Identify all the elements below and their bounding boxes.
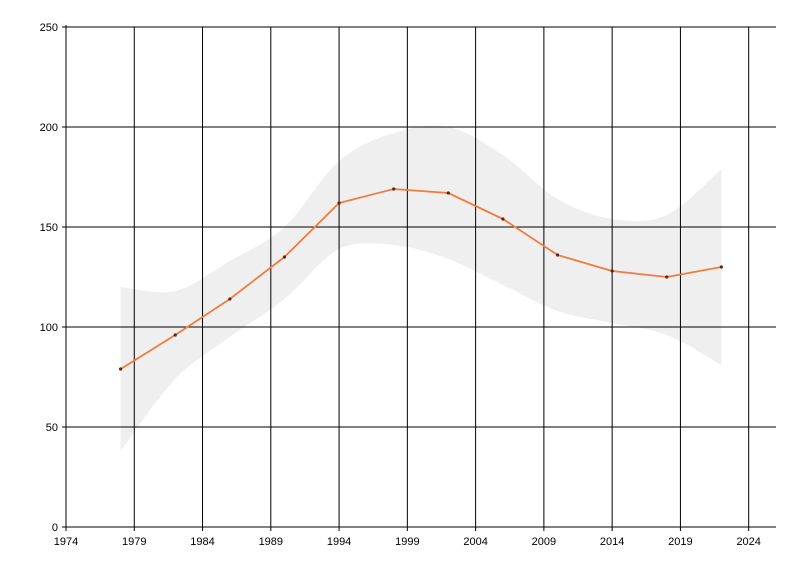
grid-layer: [66, 26, 776, 527]
x-tick-label: 1974: [54, 536, 78, 548]
data-point: [228, 297, 232, 301]
data-point: [719, 265, 723, 269]
y-tick-label: 50: [46, 422, 58, 434]
data-point: [337, 201, 341, 205]
y-tick-label: 0: [52, 522, 58, 534]
x-tick-label: 1979: [122, 536, 146, 548]
data-point: [555, 253, 560, 257]
x-tick-label: 2009: [532, 536, 556, 548]
tick-labels-layer: 0 50 100 150 200 250 1974 1979 1984 1989 1994 1999 2…: [40, 22, 761, 548]
x-tick-label: 2004: [463, 536, 487, 548]
data-point: [501, 217, 505, 221]
series-layer: [119, 187, 723, 371]
data-point: [446, 191, 450, 195]
x-tick-label: 1999: [395, 536, 419, 548]
x-tick-label: 2014: [600, 536, 624, 548]
y-tick-label: 200: [40, 122, 58, 134]
y-tick-label: 150: [40, 222, 58, 234]
y-tick-label: 250: [40, 22, 58, 34]
x-tick-label: 1994: [327, 536, 351, 548]
x-tick-label: 1989: [259, 536, 283, 548]
data-point: [665, 275, 669, 279]
data-point: [282, 255, 287, 259]
axes-layer: [62, 25, 776, 531]
series-line: [120, 188, 722, 370]
data-point: [610, 269, 614, 273]
x-tick-label: 1984: [190, 536, 214, 548]
x-tick-label: 2019: [668, 536, 692, 548]
data-point: [392, 187, 396, 191]
data-point: [173, 333, 177, 337]
data-point: [119, 367, 123, 371]
y-tick-label: 100: [40, 322, 58, 334]
confidence-band: [120, 125, 722, 451]
x-tick-label: 2024: [736, 536, 760, 548]
confidence-band-layer: [120, 125, 722, 451]
